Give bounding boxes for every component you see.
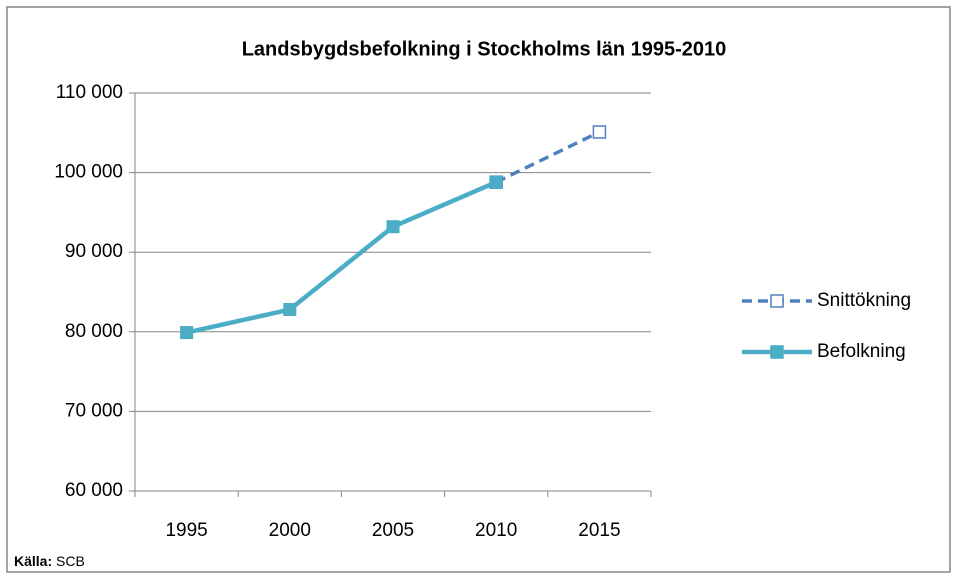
marker bbox=[283, 303, 297, 317]
x-tick-label: 2005 bbox=[372, 520, 414, 541]
y-tick-label: 70 000 bbox=[65, 400, 123, 421]
y-tick-label: 110 000 bbox=[56, 82, 123, 103]
marker bbox=[386, 220, 400, 234]
marker bbox=[592, 125, 607, 139]
y-tick-label: 90 000 bbox=[65, 241, 123, 262]
chart-title: Landsbygdsbefolkning i Stockholms län 19… bbox=[242, 38, 727, 60]
legend-marker bbox=[770, 294, 784, 308]
line bbox=[186, 180, 498, 335]
legend-label: Snittökning bbox=[817, 290, 911, 311]
marker bbox=[489, 175, 503, 189]
y-tick-label: 100 000 bbox=[54, 162, 123, 183]
x-tick-label: 1995 bbox=[165, 520, 207, 541]
source-text: SCB bbox=[56, 553, 85, 569]
legend-marker bbox=[770, 345, 784, 359]
source-label: Källa: bbox=[14, 553, 52, 569]
x-tick-label: 2000 bbox=[269, 520, 311, 541]
y-tick-label: 80 000 bbox=[65, 321, 123, 342]
marker bbox=[180, 326, 194, 340]
chart-border bbox=[6, 6, 951, 573]
x-tick-label: 2010 bbox=[475, 520, 517, 541]
legend-label: Befolkning bbox=[817, 341, 906, 362]
x-tick-label: 2015 bbox=[578, 520, 620, 541]
source: Källa: SCB bbox=[14, 553, 85, 569]
line bbox=[495, 130, 601, 184]
y-tick-label: 60 000 bbox=[65, 480, 123, 501]
